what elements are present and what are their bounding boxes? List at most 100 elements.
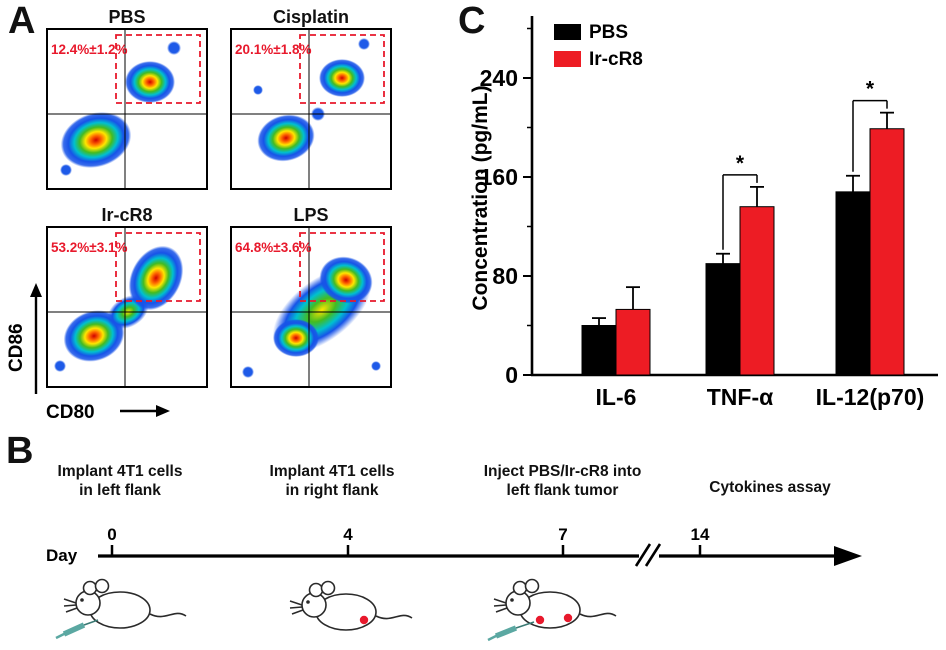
- gate-rect: [115, 232, 201, 302]
- flow-y-axis-label: CD86: [6, 323, 27, 372]
- flow-x-axis-label: CD80: [46, 402, 95, 423]
- flow-plot-lps-canvas: 64.8%±3.6%: [230, 226, 392, 388]
- gate-rect: [299, 232, 385, 302]
- y-arrow-head: [30, 283, 42, 297]
- mouse-ear: [82, 580, 98, 596]
- density-blobs: [242, 256, 381, 378]
- mouse-whiskers: [493, 598, 508, 613]
- gate-rect: [299, 34, 385, 104]
- y-axis-title: Concentration (pg/mL): [470, 85, 492, 310]
- day-label: Day: [46, 546, 78, 565]
- event-text-line1: Inject PBS/Ir-cR8 into: [483, 463, 642, 480]
- plot-border: [230, 226, 392, 388]
- mouse-ear: [308, 582, 324, 598]
- axis-break-slash: [644, 543, 662, 567]
- flow-plot-cisplatin: Cisplatin 20.1%±1.8%: [230, 6, 392, 195]
- mouse-eye: [510, 598, 514, 602]
- plot-border: [46, 28, 208, 190]
- panel-c-label: C: [458, 0, 486, 42]
- mouse-day0: [55, 578, 187, 640]
- panel-a-label: A: [8, 0, 36, 42]
- panel-b-label: B: [6, 430, 34, 472]
- syringe-icon: [487, 621, 535, 642]
- flow-plot-ircr8: Ir-cR8 53.2%±3.1%: [46, 204, 208, 393]
- flow-plot-ircr8-canvas: 53.2%±3.1%: [46, 226, 208, 388]
- mouse-tail: [579, 612, 617, 618]
- legend-swatch-Ir-cR8: [554, 51, 581, 67]
- legend-label-Ir-cR8: Ir-cR8: [589, 49, 643, 70]
- bar-Ir-cR8: [739, 206, 775, 376]
- gate-percentage: 12.4%±1.2%: [51, 42, 127, 57]
- mouse-day4: [289, 580, 413, 631]
- timeline-day-number: 4: [343, 525, 353, 544]
- tumor-dot: [359, 615, 369, 625]
- tumor-dot: [563, 613, 573, 623]
- y-tick-label: 80: [492, 263, 518, 289]
- event-text-line1: Cytokines assay: [709, 479, 831, 496]
- event-text-line2: left flank tumor: [506, 482, 619, 500]
- mouse-day7: [487, 578, 617, 642]
- timeline-event-1: Implant 4T1 cells in right flank: [247, 462, 417, 501]
- x-tick-label: IL-6: [596, 384, 637, 410]
- flow-plot-title: Cisplatin: [272, 7, 349, 27]
- flow-plot-title: PBS: [108, 7, 146, 27]
- density-blobs: [60, 41, 181, 176]
- event-text-line2: in left flank: [79, 482, 161, 500]
- timeline-day-number: 14: [691, 525, 710, 544]
- gate-rect: [115, 34, 201, 104]
- legend-swatch-PBS: [554, 24, 581, 40]
- mouse-eye: [306, 600, 310, 604]
- flow-plot-title: Ir-cR8: [101, 205, 153, 225]
- mouse-whiskers: [289, 600, 304, 615]
- mouse-ear: [524, 578, 540, 594]
- mouse-ear: [512, 580, 528, 596]
- axis-break-slash: [634, 543, 652, 567]
- plot-border: [230, 28, 392, 190]
- flow-plot-pbs: PBS 12.4%±1.2%: [46, 6, 208, 195]
- mouse-ear: [94, 578, 110, 594]
- timeline-event-2: Inject PBS/Ir-cR8 into left flank tumor: [455, 462, 670, 501]
- flow-plot-title: LPS: [293, 205, 329, 225]
- mouse-tail: [149, 612, 187, 618]
- timeline-day-number: 7: [558, 525, 567, 544]
- event-text-line2: in right flank: [285, 482, 379, 500]
- timeline-arrow-head: [834, 546, 862, 566]
- flow-x-axis: CD80: [46, 402, 170, 423]
- bar-Ir-cR8: [615, 308, 651, 376]
- timeline-event-0: Implant 4T1 cells in left flank: [35, 462, 205, 501]
- x-tick-label: IL-12(p70): [816, 384, 925, 410]
- gate-percentage: 64.8%±3.6%: [235, 240, 311, 255]
- density-blobs: [54, 245, 184, 372]
- mouse-tail: [375, 614, 413, 620]
- x-tick-label: TNF-α: [707, 384, 774, 410]
- mouse-eye: [80, 598, 84, 602]
- timeline-day-number: 0: [107, 525, 116, 544]
- flow-plot-pbs-canvas: 12.4%±1.2%: [46, 28, 208, 190]
- y-tick-label: 240: [480, 65, 518, 91]
- tumor-dot: [535, 615, 545, 625]
- y-tick-label: 0: [505, 362, 518, 388]
- gate-percentage: 20.1%±1.8%: [235, 42, 311, 57]
- event-text-line1: Implant 4T1 cells: [269, 463, 395, 480]
- event-text-line1: Implant 4T1 cells: [57, 463, 183, 480]
- gate-percentage: 53.2%±3.1%: [51, 240, 127, 255]
- timeline-ticks: 0 4 7 14: [107, 525, 710, 556]
- plot-border: [46, 226, 208, 388]
- timeline: Day 0 4 7 14: [46, 525, 862, 642]
- timeline-event-3: Cytokines assay: [685, 478, 855, 497]
- bar-PBS: [705, 263, 741, 376]
- flow-plot-cisplatin-canvas: 20.1%±1.8%: [230, 28, 392, 190]
- flow-plot-lps: LPS 64.8%±3.6%: [230, 204, 392, 393]
- syringe-icon: [55, 619, 99, 640]
- mouse-whiskers: [63, 598, 78, 613]
- sig-star: *: [866, 78, 875, 101]
- bar-Ir-cR8: [869, 128, 905, 376]
- x-arrow-head: [156, 405, 170, 417]
- legend-label-PBS: PBS: [589, 22, 628, 43]
- bar-PBS: [581, 325, 617, 376]
- mouse-ear: [320, 580, 336, 596]
- flow-y-axis: CD86: [6, 283, 42, 394]
- y-tick-label: 160: [480, 164, 518, 190]
